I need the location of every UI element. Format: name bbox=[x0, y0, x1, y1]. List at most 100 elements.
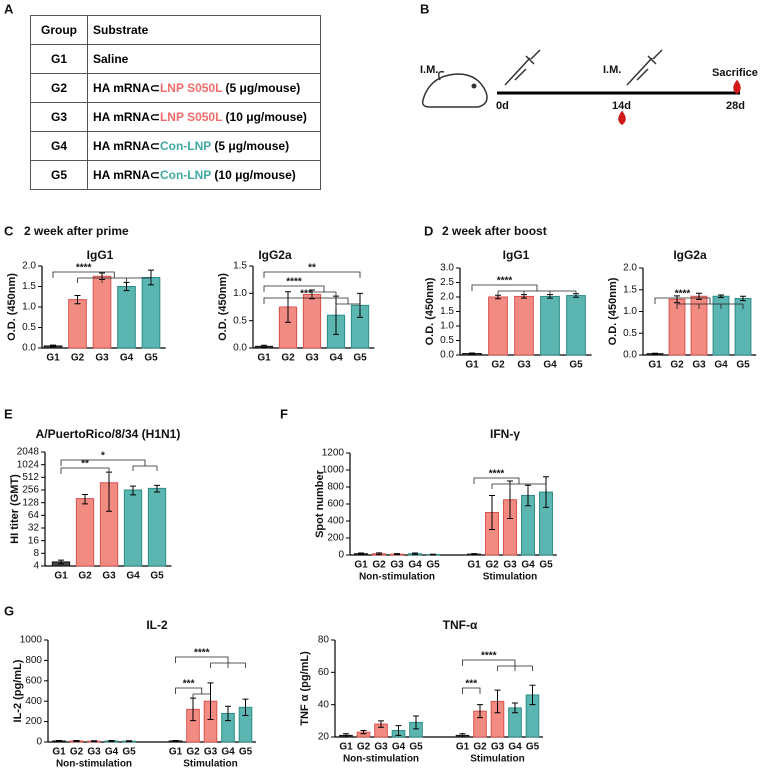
y-tick-label: 60 bbox=[318, 667, 330, 678]
y-tick-label: 0.0 bbox=[623, 350, 637, 361]
error-bar bbox=[91, 740, 97, 743]
x-tick-label: G3 bbox=[87, 747, 101, 758]
error-bar bbox=[343, 733, 349, 738]
x-tick-label: G2 bbox=[491, 360, 505, 371]
substrate-text: LNP S050L bbox=[159, 81, 223, 95]
substrate-cell: HA mRNA⊂LNP S050L (10 μg/mouse) bbox=[87, 102, 321, 132]
panel-label: A bbox=[4, 1, 14, 16]
x-tick-label: G1 bbox=[257, 353, 271, 364]
y-tick-label: 4 bbox=[33, 561, 39, 572]
x-tick-label: G5 bbox=[539, 560, 553, 571]
substrate-text: HA mRNA⊂ bbox=[93, 168, 160, 182]
substrate-text: (5 μg/mouse) bbox=[211, 139, 290, 153]
error-bar bbox=[471, 553, 477, 556]
error-bar bbox=[56, 739, 62, 742]
table-row: G3 HA mRNA⊂LNP S050L (10 μg/mouse) bbox=[30, 102, 321, 132]
x-tick-label: G1 bbox=[467, 560, 481, 571]
injection-label: I.M. bbox=[420, 64, 438, 76]
x-tick-label: G4 bbox=[120, 353, 134, 364]
x-tick-label: G3 bbox=[204, 747, 218, 758]
error-bar bbox=[172, 739, 179, 742]
y-tick-label: 0 bbox=[36, 737, 42, 748]
day-label: 0d bbox=[496, 100, 509, 112]
panel-label: D bbox=[424, 223, 433, 238]
y-tick-label: 8 bbox=[33, 548, 39, 559]
y-tick-label: 800 bbox=[327, 482, 344, 493]
group-cell: G1 bbox=[30, 44, 88, 74]
x-tick-label: G1 bbox=[46, 353, 60, 364]
group-label: Stimulation bbox=[470, 754, 524, 765]
chart-title: IgG1 bbox=[87, 248, 114, 262]
significance-bracket bbox=[471, 284, 577, 296]
header-cell: Group bbox=[30, 15, 88, 45]
x-tick-label: G4 bbox=[508, 742, 522, 753]
x-tick-label: G3 bbox=[102, 571, 116, 582]
x-tick-label: G3 bbox=[503, 560, 517, 571]
x-tick-label: G4 bbox=[408, 560, 422, 571]
x-tick-label: G1 bbox=[169, 747, 183, 758]
y-tick-label: 80 bbox=[318, 635, 330, 646]
x-tick-label: G4 bbox=[714, 360, 728, 371]
substrate-text: (10 μg/mouse) bbox=[222, 110, 307, 124]
x-tick-label: G4 bbox=[329, 353, 343, 364]
y-tick-label: 64 bbox=[28, 510, 40, 521]
x-tick-label: G3 bbox=[692, 360, 706, 371]
y-axis-label: TNF α (pg/mL) bbox=[299, 651, 311, 726]
x-tick-label: G1 bbox=[354, 560, 368, 571]
substrate-text: HA mRNA⊂ bbox=[93, 81, 160, 95]
significance-bracket bbox=[473, 477, 547, 489]
error-bar bbox=[74, 295, 81, 305]
significance-label: ** bbox=[81, 459, 89, 470]
x-tick-label: G2 bbox=[670, 360, 684, 371]
y-tick-label: 2.0 bbox=[623, 263, 637, 274]
chart-subtitle: 2 week after boost bbox=[442, 224, 547, 238]
y-tick-label: 3.0 bbox=[440, 263, 454, 274]
error-bar bbox=[73, 739, 80, 742]
error-bar bbox=[469, 352, 475, 355]
x-tick-label: G2 bbox=[71, 353, 85, 364]
x-tick-label: G3 bbox=[390, 560, 404, 571]
significance-label: *** bbox=[183, 679, 195, 690]
significance-bracket bbox=[263, 271, 361, 278]
group-cell: G2 bbox=[30, 73, 88, 103]
chart-title: IgG1 bbox=[503, 248, 530, 262]
group-table: Group Substrate G1 Saline G2 HA mRNA⊂LNP S050… bbox=[30, 15, 321, 190]
error-bar bbox=[529, 684, 536, 706]
error-bar bbox=[376, 552, 382, 556]
substrate-text: HA mRNA⊂ bbox=[93, 139, 160, 153]
significance-label: **** bbox=[481, 651, 497, 662]
x-tick-label: G2 bbox=[78, 571, 92, 582]
bar bbox=[302, 293, 322, 349]
substrate-cell: HA mRNA⊂Con-LNP (10 μg/mouse) bbox=[87, 160, 321, 190]
x-tick-label: G5 bbox=[526, 742, 540, 753]
substrate-text: HA mRNA⊂ bbox=[93, 110, 160, 124]
error-bar bbox=[378, 720, 384, 728]
panel-label: C bbox=[4, 223, 14, 238]
error-bar bbox=[674, 295, 680, 304]
bar bbox=[147, 487, 167, 567]
x-tick-label: G2 bbox=[357, 742, 371, 753]
x-tick-label: G4 bbox=[221, 747, 235, 758]
x-tick-label: G5 bbox=[409, 742, 423, 753]
x-tick-label: G5 bbox=[353, 353, 367, 364]
y-tick-label: 200 bbox=[327, 533, 344, 544]
substrate-cell: HA mRNA⊂Con-LNP (5 μg/mouse) bbox=[87, 131, 321, 161]
error-bar bbox=[360, 730, 367, 735]
chart-title: IgG2a bbox=[673, 248, 707, 262]
error-bar bbox=[740, 295, 746, 302]
significance-bracket bbox=[263, 297, 361, 309]
x-tick-label: G2 bbox=[473, 742, 487, 753]
significance-label: ** bbox=[308, 263, 316, 274]
table-header: Group Substrate bbox=[30, 15, 321, 45]
y-tick-label: 0.0 bbox=[22, 343, 36, 354]
group-cell: G5 bbox=[30, 160, 88, 190]
y-tick-label: 600 bbox=[327, 499, 344, 510]
error-bar bbox=[207, 682, 214, 721]
error-bar bbox=[261, 344, 267, 348]
significance-bracket bbox=[263, 285, 337, 297]
x-tick-label: G5 bbox=[150, 571, 164, 582]
x-tick-label: G3 bbox=[95, 353, 109, 364]
group-cell: G3 bbox=[30, 102, 88, 132]
significance-label: **** bbox=[76, 263, 92, 274]
